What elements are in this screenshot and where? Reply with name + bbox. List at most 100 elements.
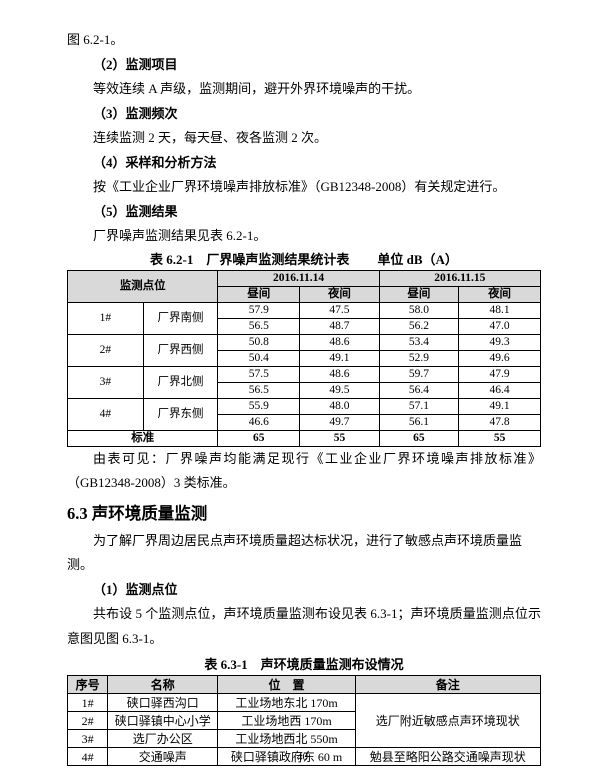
table-row: 4# 交通噪声 硖口驿镇政府东 60 m 勉县至略阳公路交通噪声现状 xyxy=(66,747,542,766)
section-63-heading: 6.3 声环境质量监测 xyxy=(67,503,208,523)
header-position: 位 置 xyxy=(217,675,356,694)
noise-value: 57.9 xyxy=(217,301,301,319)
boundary-side: 厂界北侧 xyxy=(142,365,219,399)
noise-value: 58.0 xyxy=(378,301,460,319)
noise-value: 46.6 xyxy=(217,413,301,431)
noise-value: 56.5 xyxy=(217,381,301,399)
noise-value: 47.8 xyxy=(458,413,541,431)
table-631-title-row: 表 6.3-1 声环境质量监测布设情况 xyxy=(67,656,541,673)
noise-value: 49.7 xyxy=(299,413,380,431)
noise-value: 48.6 xyxy=(299,365,380,383)
conclusion-paragraph: 由表可见：厂界噪声均能满足现行《工业企业厂界环境噪声排放标准》（GB12348-… xyxy=(67,450,541,491)
noise-value: 49.5 xyxy=(299,381,380,399)
item5-body: 厂界噪声监测结果见表 6.2-1。 xyxy=(93,228,267,243)
boundary-side: 厂界东侧 xyxy=(142,397,219,431)
seq-id: 3# xyxy=(66,729,109,748)
noise-value: 47.5 xyxy=(299,301,380,319)
noise-value: 46.4 xyxy=(458,381,541,399)
seq-id: 4# xyxy=(66,747,109,766)
noise-value: 48.6 xyxy=(299,333,380,351)
page-number: 40 xyxy=(297,751,308,763)
standard-value: 55 xyxy=(458,429,541,447)
noise-value: 56.1 xyxy=(378,413,460,431)
point-id: 3# xyxy=(67,365,144,399)
noise-value: 56.5 xyxy=(217,317,301,335)
table-row: 3# 厂界北侧 57.5 48.6 59.7 47.9 xyxy=(67,365,541,399)
quality-monitoring-table: 序号 名称 位 置 备注 1# 硖口驿西沟口 工业场地东北 170m 选厂附近敏… xyxy=(66,675,542,766)
site-name: 硖口驿镇中心小学 xyxy=(107,711,219,730)
point-id: 4# xyxy=(67,397,144,431)
table-621-unit: 单位 dB（A） xyxy=(377,251,458,267)
standard-value: 65 xyxy=(217,429,301,447)
merged-note: 选厂附近敏感点声环境现状 xyxy=(354,693,542,748)
item3-body: 连续监测 2 天，每天昼、夜各监测 2 次。 xyxy=(93,130,328,145)
table-row: 1# 硖口驿西沟口 工业场地东北 170m 选厂附近敏感点声环境现状 xyxy=(66,693,542,748)
section-63-paragraph: 为了解厂界周边居民点声环境质量超达标状况，进行了敏感点声环境质量监测。 xyxy=(67,532,523,573)
item4-heading: （4）采样和分析方法 xyxy=(93,154,217,170)
header-day-1: 昼间 xyxy=(217,285,301,303)
table-row: 4# 厂界东侧 55.9 48.0 57.1 49.1 xyxy=(67,397,541,431)
noise-value: 50.8 xyxy=(217,333,301,351)
header-monitor-point: 监测点位 xyxy=(66,269,219,303)
noise-value: 48.7 xyxy=(299,317,380,335)
site-name: 选厂办公区 xyxy=(107,729,219,748)
standard-value: 65 xyxy=(378,429,460,447)
site-position: 工业场地东北 170m xyxy=(217,693,356,712)
header-day-2: 昼间 xyxy=(378,285,460,303)
header-night-1: 夜间 xyxy=(299,285,380,303)
noise-value: 57.5 xyxy=(217,365,301,383)
noise-value: 50.4 xyxy=(217,349,301,367)
noise-value: 59.7 xyxy=(378,365,460,383)
noise-value: 49.1 xyxy=(299,349,380,367)
table-621-title-row: 表 6.2-1 厂界噪声监测结果统计表 单位 dB（A） xyxy=(67,251,541,268)
site-position: 工业场地西北 550m xyxy=(217,729,356,748)
boundary-side: 厂界南侧 xyxy=(142,301,219,335)
table-row: 2# 厂界西侧 50.8 48.6 53.4 49.3 xyxy=(67,333,541,367)
boundary-side: 厂界西侧 xyxy=(142,333,219,367)
section-63-paragraph-2: 共布设 5 个监测点位，声环境质量监测布设见表 6.3-1；声环境质量监测点位示… xyxy=(67,606,541,646)
noise-value: 49.6 xyxy=(458,349,541,367)
table-row: 1# 厂界南侧 57.9 47.5 58.0 48.1 xyxy=(67,301,541,335)
header-seq: 序号 xyxy=(66,675,109,694)
figure-reference: 图 6.2-1。 xyxy=(67,32,124,47)
header-night-2: 夜间 xyxy=(458,285,541,303)
noise-value: 47.0 xyxy=(458,317,541,335)
noise-value: 56.4 xyxy=(378,381,460,399)
section-63-sub1: （1）监测点位 xyxy=(93,581,178,597)
noise-value: 53.4 xyxy=(378,333,460,351)
noise-value: 56.2 xyxy=(378,317,460,335)
table-631-title: 表 6.3-1 声环境质量监测布设情况 xyxy=(204,657,404,672)
noise-value: 48.1 xyxy=(458,301,541,319)
seq-id: 1# xyxy=(66,693,109,712)
standard-value: 55 xyxy=(299,429,380,447)
table-row: 56.5 49.5 56.4 46.4 xyxy=(68,381,541,399)
item2-body: 等效连续 A 声级，监测期间，避开外界环境噪声的干扰。 xyxy=(93,81,421,96)
site-name: 硖口驿西沟口 xyxy=(107,693,219,712)
site-note: 勉县至略阳公路交通噪声现状 xyxy=(354,747,542,766)
table-row: 46.6 49.7 56.1 47.8 xyxy=(68,413,541,431)
site-name: 交通噪声 xyxy=(107,747,219,766)
seq-id: 2# xyxy=(66,711,109,730)
standard-row: 标准 65 55 65 55 xyxy=(66,429,541,447)
noise-value: 49.1 xyxy=(458,397,541,415)
boundary-noise-table: 监测点位 2016.11.14 2016.11.15 昼间 夜间 昼间 夜间 1… xyxy=(66,269,542,447)
header-note: 备注 xyxy=(354,675,542,694)
table-621-title: 表 6.2-1 厂界噪声监测结果统计表 xyxy=(150,251,350,267)
header-name: 名称 xyxy=(107,675,219,694)
point-id: 2# xyxy=(67,333,144,367)
noise-value: 57.1 xyxy=(378,397,460,415)
standard-label: 标准 xyxy=(66,429,219,447)
item2-heading: （2）监测项目 xyxy=(93,56,178,72)
site-position: 硖口驿镇政府东 60 m xyxy=(217,747,356,766)
item4-body: 按《工业企业厂界环境噪声排放标准》（GB12348-2008）有关规定进行。 xyxy=(93,179,506,194)
noise-value: 49.3 xyxy=(458,333,541,351)
site-position: 工业场地西 170m xyxy=(217,711,356,730)
item5-heading: （5）监测结果 xyxy=(93,203,178,219)
noise-value: 52.9 xyxy=(378,349,460,367)
header-date-1: 2016.11.14 xyxy=(217,269,380,287)
point-id: 1# xyxy=(67,301,144,335)
noise-value: 48.0 xyxy=(299,397,380,415)
noise-value: 55.9 xyxy=(217,397,301,415)
item3-heading: （3）监测频次 xyxy=(93,105,178,121)
